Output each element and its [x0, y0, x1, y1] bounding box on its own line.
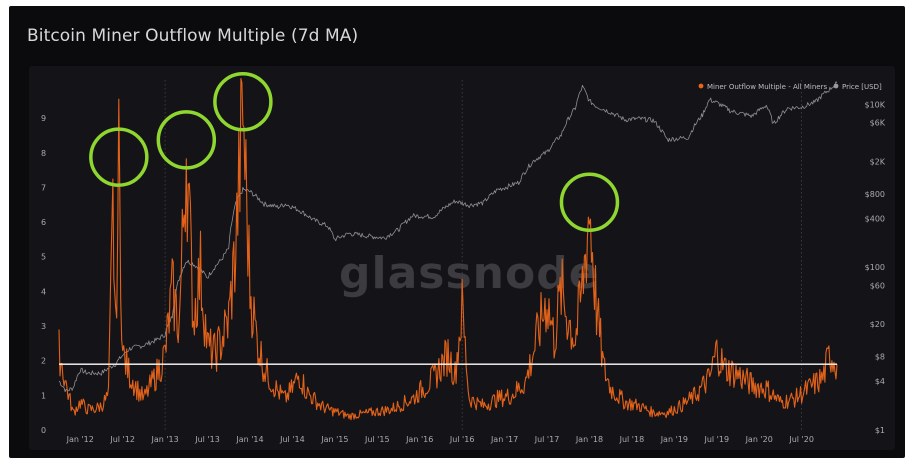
legend-label-outflow: Miner Outflow Multiple - All Miners — [707, 83, 827, 91]
y-left-tick-label: 3 — [41, 322, 46, 331]
chart-svg: glassnode 0 1 2 3 4 5 6 7 8 9 $1 $4 $8 $20 $60 $100 $40… — [41, 71, 886, 444]
y-right-tick-label: $400 — [865, 214, 885, 223]
x-tick-label: Jul '12 — [109, 435, 135, 444]
y-right-tick-label: $6K — [870, 119, 886, 128]
y-left-tick-label: 7 — [41, 183, 46, 192]
x-tick-label: Jan '18 — [575, 435, 603, 444]
x-tick-label: Jul '20 — [788, 435, 814, 444]
series-group — [58, 78, 838, 421]
chart-panel: glassnode 0 1 2 3 4 5 6 7 8 9 $1 $4 $8 $20 $60 $100 $40… — [29, 66, 895, 450]
chart-title: Bitcoin Miner Outflow Multiple (7d MA) — [27, 26, 359, 46]
y-left-tick-label: 8 — [41, 149, 46, 158]
legend-label-price: Price [USD] — [842, 83, 882, 91]
y-right-tick-label: $800 — [865, 190, 885, 199]
y-right-tick-label: $100 — [865, 263, 885, 272]
y-right-tick-label: $2K — [870, 157, 886, 166]
legend: Miner Outflow Multiple - All Miners Pric… — [698, 83, 882, 91]
y-right-tick-label: $60 — [870, 281, 885, 290]
x-tick-label: Jan '12 — [66, 435, 94, 444]
legend-swatch-price — [833, 83, 839, 89]
y-left-tick-label: 1 — [41, 391, 46, 400]
y-right-tick-label: $10K — [864, 100, 885, 109]
highlight-circles — [89, 71, 620, 232]
x-tick-label: Jul '17 — [534, 435, 560, 444]
x-tick-label: Jul '19 — [703, 435, 729, 444]
x-tick-label: Jul '14 — [279, 435, 305, 444]
x-tick-label: Jan '13 — [150, 435, 178, 444]
y-left-tick-label: 9 — [41, 114, 46, 123]
y-axis-right: $1 $4 $8 $20 $60 $100 $400 $800 $2K $6K $10K — [864, 100, 885, 435]
x-tick-label: Jul '15 — [364, 435, 390, 444]
y-right-tick-label: $4 — [875, 377, 885, 386]
watermark: glassnode — [339, 248, 600, 299]
y-left-tick-label: 2 — [41, 357, 46, 366]
chart-card: Bitcoin Miner Outflow Multiple (7d MA) g… — [9, 6, 905, 458]
highlight-circle — [213, 71, 273, 132]
y-left-tick-label: 4 — [41, 287, 46, 296]
y-left-tick-label: 0 — [41, 426, 46, 435]
highlight-circle — [89, 127, 149, 187]
y-left-tick-label: 6 — [41, 218, 46, 227]
x-tick-label: Jul '18 — [619, 435, 645, 444]
x-tick-label: Jan '17 — [490, 435, 518, 444]
x-axis: Jan '12 Jul '12 Jan '13 Jul '13 Jan '14 Jul '… — [66, 435, 814, 444]
x-tick-label: Jan '19 — [660, 435, 688, 444]
series-line-outflow — [58, 78, 838, 421]
x-tick-label: Jan '16 — [405, 435, 433, 444]
x-tick-label: Jul '13 — [194, 435, 220, 444]
x-tick-label: Jul '16 — [449, 435, 475, 444]
x-tick-label: Jan '15 — [320, 435, 348, 444]
y-right-tick-label: $8 — [875, 353, 885, 362]
series-line-price — [58, 81, 838, 393]
y-axis-left: 0 1 2 3 4 5 6 7 8 9 — [41, 114, 46, 435]
x-tick-label: Jan '14 — [235, 435, 263, 444]
highlight-circle — [559, 172, 620, 232]
legend-swatch-outflow — [698, 83, 704, 89]
x-tick-label: Jan '20 — [745, 435, 773, 444]
y-left-tick-label: 5 — [41, 253, 46, 262]
highlight-circle — [156, 110, 217, 170]
y-right-tick-label: $20 — [870, 320, 885, 329]
y-right-tick-label: $1 — [875, 426, 885, 435]
